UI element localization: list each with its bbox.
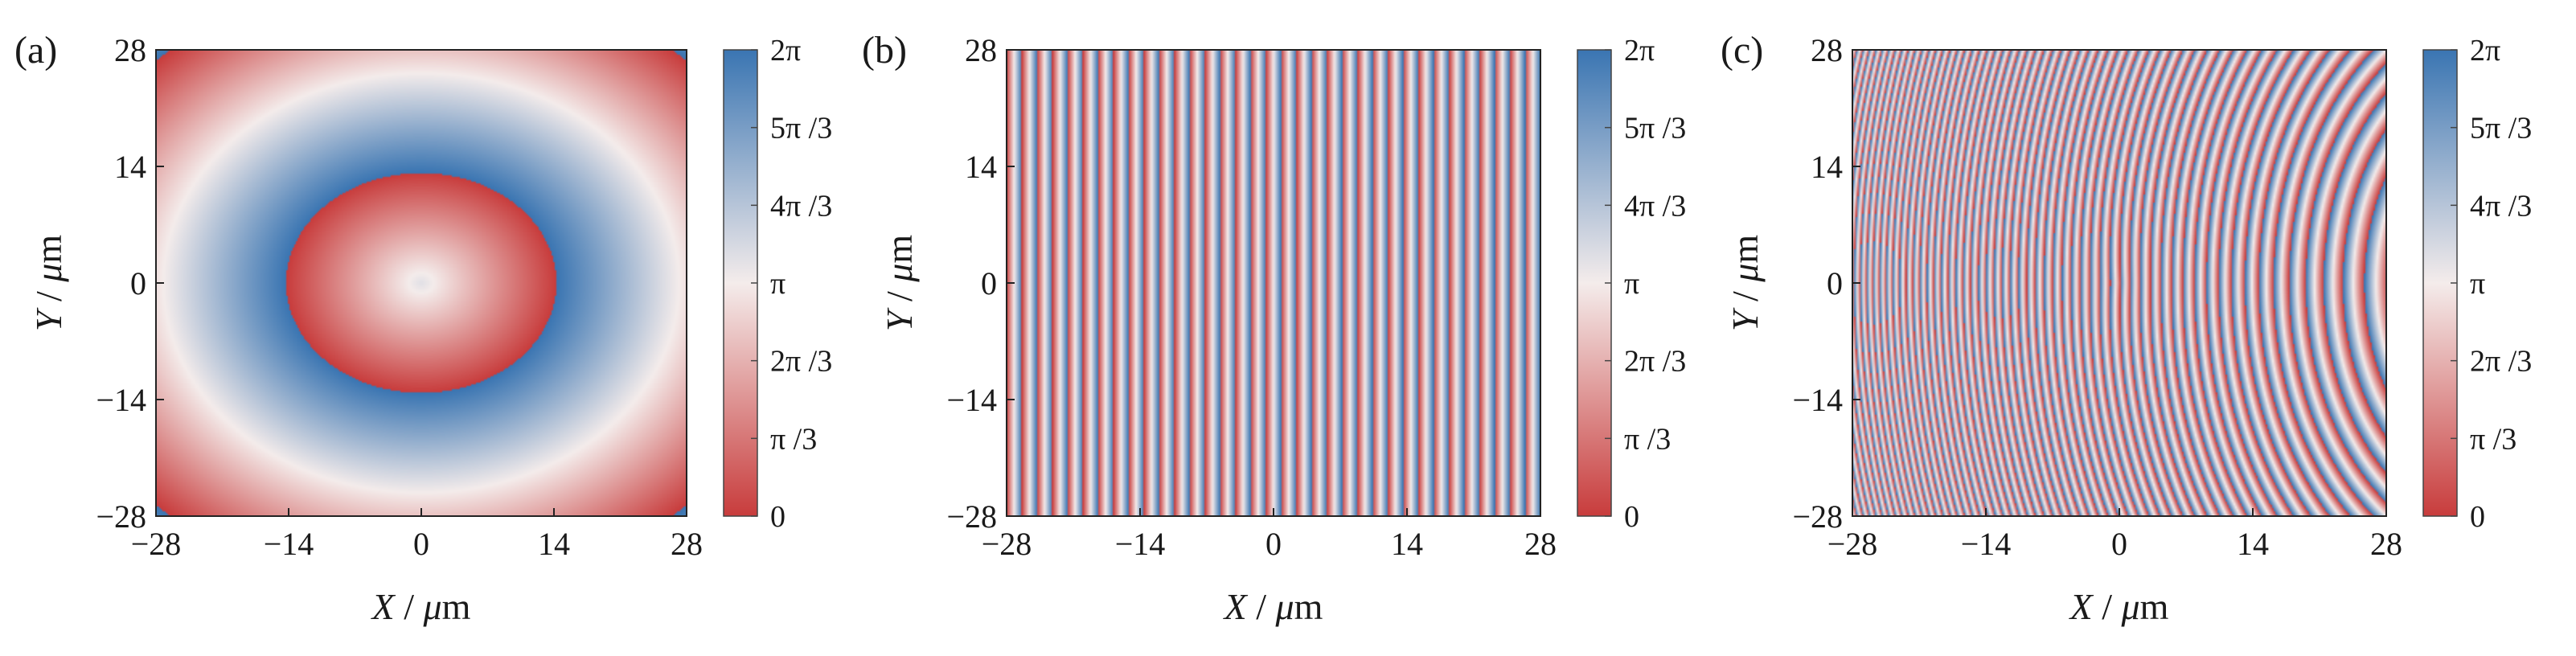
y-tick-label: 0	[1827, 265, 1843, 301]
x-tick-label: 14	[2237, 526, 2269, 562]
x-tick-label: 0	[1265, 526, 1282, 562]
y-tick-label: 28	[114, 32, 146, 68]
x-tick-label: −14	[1115, 526, 1166, 562]
x-axis-title: X / μm	[2069, 586, 2169, 627]
x-tick-label: −28	[1827, 526, 1878, 562]
colorbar-tick-label: 2π	[1624, 34, 1655, 68]
y-tick-label: 14	[965, 149, 997, 185]
x-tick-label: 28	[2370, 526, 2402, 562]
colorbar-tick-label: 2π /3	[1624, 345, 1686, 379]
heatmap-image	[1007, 50, 1540, 516]
colorbar-tick-label: 0	[1624, 500, 1639, 534]
y-tick-label: −28	[1792, 498, 1843, 535]
x-tick-label: 14	[1391, 526, 1423, 562]
x-tick-label: 28	[1524, 526, 1557, 562]
colorbar-tick-label: π /3	[2470, 422, 2517, 456]
heatmap-image	[1852, 50, 2386, 516]
colorbar-tick-label: 5π /3	[2470, 112, 2532, 146]
colorbar-tick-label: π /3	[1624, 422, 1671, 456]
colorbar-tick-label: 4π /3	[1624, 189, 1686, 223]
colorbar-tick-label: 5π /3	[1624, 112, 1686, 146]
colorbar-tick-label: π	[1624, 267, 1639, 301]
colorbar-tick-label: 2π	[2470, 34, 2500, 68]
colorbar-tick-label: π	[770, 267, 786, 301]
panel-label: (a)	[14, 29, 57, 72]
colorbar-tick-label: 5π /3	[770, 112, 832, 146]
colorbar-tick-label: 0	[2470, 500, 2485, 534]
colorbar-tick-label: π /3	[770, 422, 817, 456]
y-axis-title: Y / μm	[28, 235, 69, 331]
y-axis-title: Y / μm	[1725, 235, 1766, 331]
x-tick-label: −28	[982, 526, 1032, 562]
y-tick-label: −14	[1792, 382, 1843, 418]
panel-b: (b) −28 −14 0 14 28 28 14 0 −14 −28 X / μm Y / μm 2π 5…	[862, 29, 1686, 627]
colorbar-tick-label: 0	[770, 500, 786, 534]
colorbar-tick-label: 4π /3	[770, 189, 832, 223]
x-axis-title: X / μm	[371, 586, 471, 627]
heatmap-image	[156, 50, 687, 516]
x-axis-title: X / μm	[1223, 586, 1323, 627]
x-tick-label: 0	[2111, 526, 2127, 562]
x-tick-label: 14	[538, 526, 570, 562]
colorbar-tick-label: 4π /3	[2470, 189, 2532, 223]
panel-label: (c)	[1721, 29, 1763, 72]
y-tick-label: −14	[946, 382, 997, 418]
colorbar-tick-label: 2π /3	[770, 345, 832, 379]
x-tick-label: 28	[671, 526, 703, 562]
colorbar-tick-label: π	[2470, 267, 2485, 301]
y-tick-label: 0	[981, 265, 997, 301]
x-tick-label: −14	[1961, 526, 2012, 562]
colorbar-tick-label: 2π	[770, 34, 801, 68]
y-tick-label: 28	[1811, 32, 1843, 68]
panels: (a) −28 −14 0 14 28 28 14 0 −14 −28 X / μm Y / μm 2π 5…	[14, 29, 2532, 627]
y-tick-label: −28	[96, 498, 146, 535]
panel-a: (a) −28 −14 0 14 28 28 14 0 −14 −28 X / μm Y / μm 2π 5…	[14, 29, 832, 627]
colorbar-tick-label: 2π /3	[2470, 345, 2532, 379]
y-tick-label: 0	[130, 265, 146, 301]
x-tick-label: 0	[413, 526, 429, 562]
x-tick-label: −14	[264, 526, 314, 562]
y-tick-label: 14	[1811, 149, 1843, 185]
panel-label: (b)	[862, 29, 907, 72]
y-tick-label: 28	[965, 32, 997, 68]
x-tick-label: −28	[131, 526, 182, 562]
y-axis-title: Y / μm	[879, 235, 920, 331]
y-tick-label: 14	[114, 149, 146, 185]
y-tick-label: −28	[946, 498, 997, 535]
y-tick-label: −14	[96, 382, 146, 418]
panel-c: (c) −28 −14 0 14 28 28 14 0 −14 −28 X / μm Y / μm 2π 5…	[1721, 29, 2532, 627]
